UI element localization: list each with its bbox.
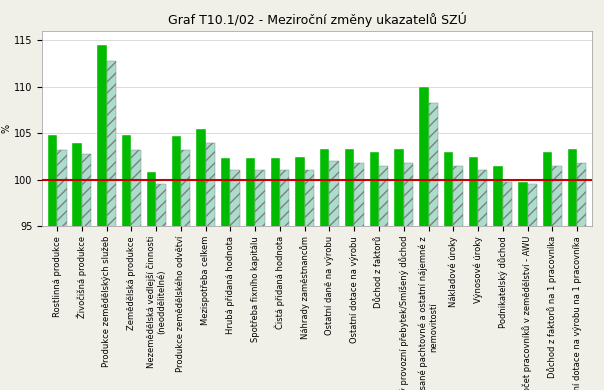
Bar — [453, 166, 463, 390]
Bar — [379, 166, 388, 390]
Bar — [527, 184, 537, 390]
Bar — [469, 156, 478, 390]
Bar — [403, 163, 413, 390]
Bar — [255, 170, 265, 390]
Bar — [181, 150, 190, 390]
Bar — [107, 61, 116, 390]
Y-axis label: %: % — [1, 124, 11, 133]
Bar — [394, 149, 403, 390]
Bar — [354, 163, 364, 390]
Bar — [370, 152, 379, 390]
Bar — [221, 158, 231, 390]
Bar — [543, 152, 552, 390]
Bar — [196, 129, 206, 390]
Bar — [518, 182, 527, 390]
Bar — [577, 163, 586, 390]
Bar — [419, 87, 428, 390]
Bar — [329, 161, 339, 390]
Bar — [172, 136, 181, 390]
Bar — [122, 135, 132, 390]
Bar — [147, 172, 156, 390]
Bar — [246, 158, 255, 390]
Bar — [493, 166, 503, 390]
Bar — [97, 45, 107, 390]
Bar — [132, 150, 141, 390]
Bar — [478, 170, 487, 390]
Bar — [345, 149, 354, 390]
Bar — [503, 182, 512, 390]
Bar — [320, 149, 329, 390]
Bar — [206, 143, 215, 390]
Bar — [82, 154, 91, 390]
Bar — [271, 158, 280, 390]
Bar — [428, 103, 438, 390]
Bar — [48, 135, 57, 390]
Bar — [444, 152, 453, 390]
Bar — [280, 170, 289, 390]
Bar — [156, 184, 165, 390]
Title: Graf T10.1/02 - Meziroční změny ukazatelů SZÚ: Graf T10.1/02 - Meziroční změny ukazatel… — [168, 12, 466, 27]
Bar — [305, 170, 314, 390]
Bar — [552, 166, 562, 390]
Bar — [295, 156, 305, 390]
Bar — [72, 143, 82, 390]
Bar — [57, 150, 66, 390]
Bar — [231, 170, 240, 390]
Bar — [568, 149, 577, 390]
